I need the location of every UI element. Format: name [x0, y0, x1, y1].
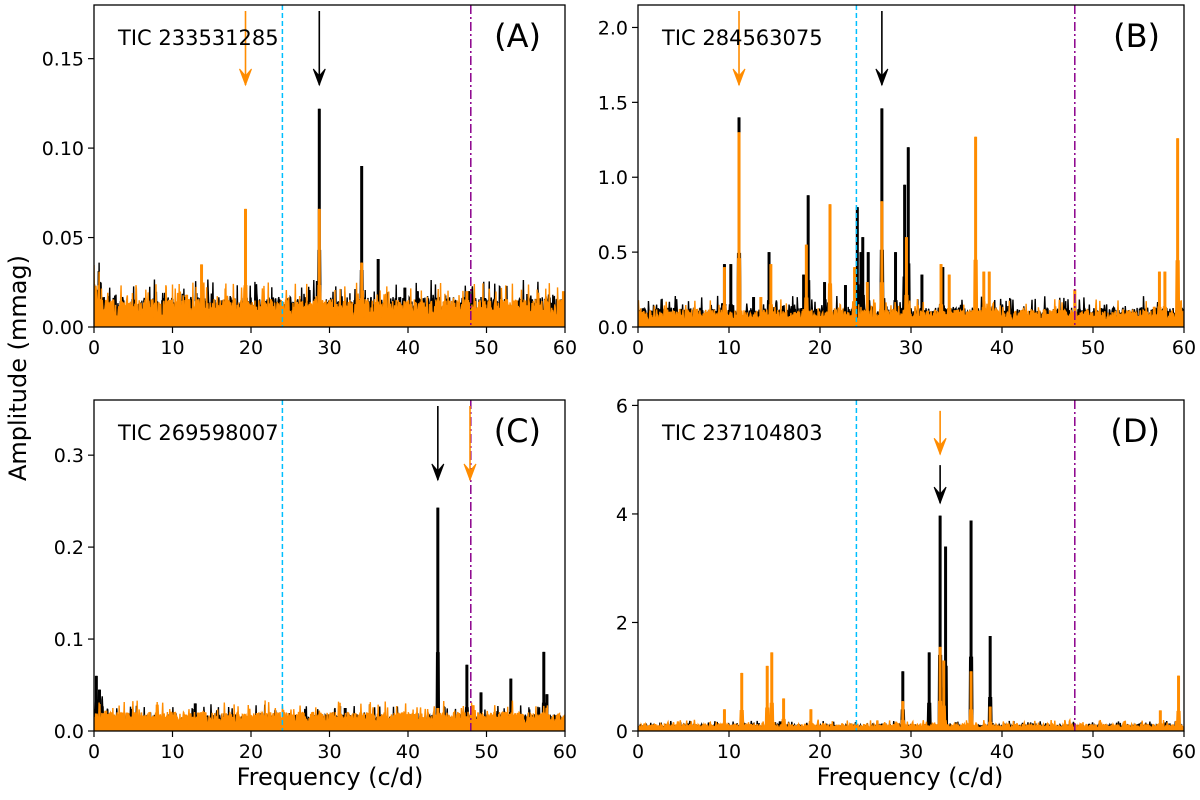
x-tick-label: 30 — [899, 741, 923, 763]
x-tick-label: 50 — [1081, 741, 1105, 763]
arrow-black — [312, 11, 326, 87]
x-tick-label: 20 — [239, 337, 263, 359]
plot-area — [638, 400, 1184, 731]
y-tick-label: 0.5 — [598, 242, 628, 264]
x-tick-label: 30 — [899, 337, 923, 359]
plot-area — [638, 5, 1184, 327]
panel-1: 0 10 20 30 40 50 60 0.0 0.5 1.0 1.5 2.0 TIC 28456307… — [598, 4, 1196, 359]
series-orange-spectrum — [94, 208, 565, 327]
series-orange-spectrum — [94, 700, 565, 731]
arrow-orange-head — [933, 437, 947, 456]
series-black-spectrum — [638, 515, 1184, 731]
x-axis-label-right: Frequency (c/d) — [817, 763, 1004, 791]
panel-title: TIC 237104803 — [661, 421, 823, 445]
panel-title: TIC 284563075 — [661, 26, 823, 50]
y-tick-label: 0.3 — [54, 445, 84, 467]
x-tick-label: 50 — [474, 741, 498, 763]
series-black-spectrum — [638, 108, 1184, 327]
panel-letter: (D) — [1110, 412, 1160, 450]
x-tick-label: 30 — [317, 741, 341, 763]
panel-0: 0 10 20 30 40 50 60 0.00 0.05 0.10 0.15 TIC 2335312… — [42, 4, 577, 359]
y-tick-label: 0.0 — [54, 721, 84, 743]
plot-area — [94, 5, 565, 327]
x-tick-label: 60 — [553, 741, 577, 763]
arrow-black — [933, 465, 947, 505]
x-tick-label: 40 — [990, 337, 1014, 359]
series-black-spectrum — [94, 507, 565, 731]
y-tick-label: 0.1 — [54, 629, 84, 651]
x-tick-label: 10 — [160, 741, 184, 763]
plot-frame — [637, 399, 1185, 732]
arrow-black-head — [431, 463, 445, 482]
y-tick-label: 0.05 — [42, 228, 84, 250]
x-tick-label: 40 — [990, 741, 1014, 763]
arrow-orange-head — [239, 68, 252, 87]
x-tick-label: 60 — [1172, 741, 1196, 763]
y-tick-label: 0 — [616, 721, 628, 743]
y-tick-label: 2.0 — [598, 17, 628, 39]
x-tick-label: 50 — [474, 337, 498, 359]
y-tick-label: 0.0 — [598, 317, 628, 339]
series-black-spectrum — [94, 108, 565, 327]
y-tick-label: 0.15 — [42, 49, 84, 71]
y-tick-label: 0.00 — [42, 317, 84, 339]
arrow-orange-head — [732, 68, 746, 87]
plot-frame — [637, 4, 1185, 328]
panel-3: 0 10 20 30 40 50 60 0 2 4 6 TIC 237104803 (D) — [616, 395, 1196, 763]
x-tick-label: 0 — [632, 337, 644, 359]
arrow-black-head — [312, 68, 326, 87]
series-orange-spectrum — [638, 646, 1184, 731]
arrow-black — [875, 11, 889, 87]
y-tick-label: 6 — [616, 395, 628, 417]
y-tick-label: 1.5 — [598, 92, 628, 114]
x-tick-label: 40 — [396, 741, 420, 763]
x-tick-label: 0 — [88, 337, 100, 359]
x-tick-label: 20 — [239, 741, 263, 763]
x-tick-label: 30 — [317, 337, 341, 359]
x-tick-label: 0 — [632, 741, 644, 763]
y-tick-label: 0.10 — [42, 138, 84, 160]
arrow-orange — [463, 406, 477, 482]
figure-y-axis-label: Amplitude (mmag) — [4, 255, 32, 481]
y-tick-label: 4 — [616, 504, 628, 526]
x-tick-label: 50 — [1081, 337, 1105, 359]
y-tick-label: 1.0 — [598, 167, 628, 189]
arrow-orange — [239, 11, 252, 87]
x-tick-label: 20 — [808, 337, 832, 359]
x-tick-label: 20 — [808, 741, 832, 763]
x-tick-label: 10 — [717, 337, 741, 359]
arrow-black-head — [875, 68, 889, 87]
x-tick-label: 0 — [88, 741, 100, 763]
panel-2: 0 10 20 30 40 50 60 0.0 0.1 0.2 0.3 TIC 269598007 (C… — [54, 399, 577, 763]
x-tick-label: 40 — [396, 337, 420, 359]
panel-title: TIC 269598007 — [117, 421, 279, 445]
arrow-black-head — [933, 486, 947, 505]
y-tick-label: 0.2 — [54, 537, 84, 559]
x-tick-label: 60 — [553, 337, 577, 359]
arrow-orange-head — [463, 463, 477, 482]
panel-letter: (C) — [494, 412, 541, 450]
x-tick-label: 10 — [717, 741, 741, 763]
panel-title: TIC 233531285 — [117, 26, 279, 50]
series-orange-spectrum — [638, 132, 1184, 327]
plot-area — [94, 400, 565, 731]
x-tick-label: 60 — [1172, 337, 1196, 359]
x-axis-label-left: Frequency (c/d) — [237, 763, 424, 791]
panel-letter: (B) — [1113, 17, 1160, 55]
x-tick-label: 10 — [160, 337, 184, 359]
arrow-orange — [933, 410, 947, 456]
panel-letter: (A) — [494, 17, 541, 55]
arrow-black — [431, 406, 445, 482]
arrow-orange — [732, 11, 746, 87]
y-tick-label: 2 — [616, 612, 628, 634]
